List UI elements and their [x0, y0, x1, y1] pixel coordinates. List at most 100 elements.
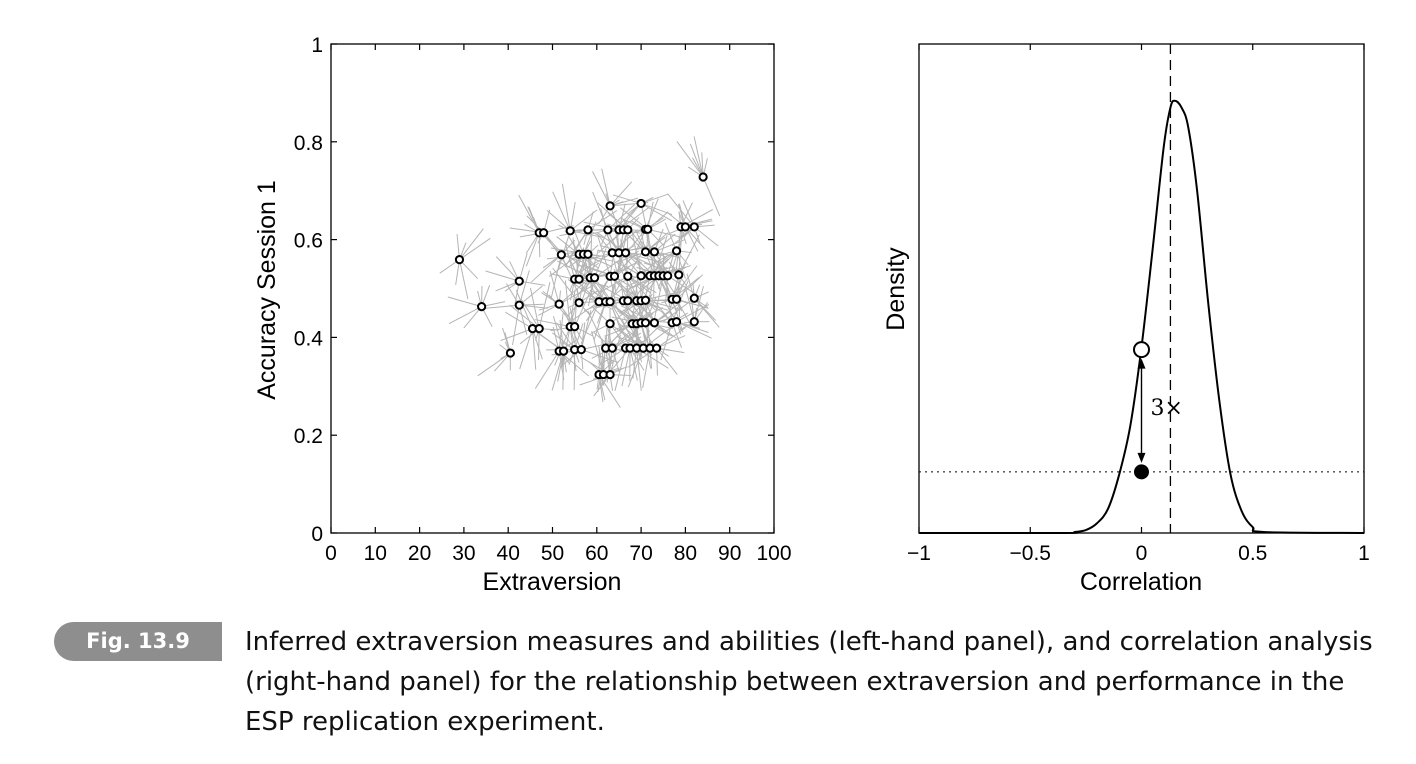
scatter-point	[609, 271, 620, 281]
posterior-sample-line	[612, 194, 642, 204]
posterior-sample-line	[693, 286, 704, 322]
posterior-sample-line	[656, 327, 686, 349]
posterior-sample-line	[645, 232, 669, 253]
posterior-sample-line	[608, 323, 611, 365]
scatter-point	[607, 343, 617, 353]
posterior-sample-line	[682, 200, 695, 228]
posterior-sample-line	[666, 287, 673, 323]
posterior-sample-line	[520, 298, 540, 329]
scatter-point	[605, 369, 615, 380]
scatter-plot-frame	[330, 43, 775, 534]
scatter-y-tick-label: 0.2	[294, 425, 323, 448]
posterior-sample-line	[518, 252, 528, 282]
posterior-sample-line	[664, 275, 669, 304]
posterior-sample-line	[546, 210, 571, 232]
posterior-sample-line	[569, 229, 589, 258]
posterior-sample-line	[623, 219, 646, 253]
posterior-sample-line	[660, 322, 673, 361]
scatter-point	[636, 271, 646, 281]
posterior-sample-line	[676, 321, 712, 339]
scatter-point	[603, 225, 613, 235]
scatter-point	[671, 294, 682, 304]
posterior-sample-line	[656, 347, 685, 354]
posterior-density-point	[1133, 341, 1150, 359]
scatter-y-tick-label: 0.4	[294, 327, 324, 350]
posterior-sample-line	[668, 274, 680, 314]
scatter-x-tick-label: 10	[364, 542, 387, 565]
posterior-sample-line	[618, 203, 642, 226]
scatter-point	[636, 198, 646, 209]
posterior-sample-line	[629, 348, 638, 381]
density-x-axis-title: Correlation	[1080, 568, 1202, 596]
posterior-sample-line	[640, 193, 669, 204]
scatter-point	[663, 271, 673, 281]
scatter-point	[589, 273, 600, 283]
posterior-sample-line	[561, 183, 571, 231]
posterior-sample-line	[566, 252, 580, 280]
scatter-point	[640, 247, 651, 257]
arrow-head-down	[1137, 452, 1146, 463]
posterior-sample-line	[693, 226, 719, 247]
figure-number-badge: Fig. 13.9	[54, 622, 222, 661]
scatter-y-tick-label: 1	[311, 34, 323, 57]
scatter-point	[576, 345, 586, 355]
scatter-point	[671, 317, 682, 327]
scatter-x-tick-label: 100	[756, 542, 791, 565]
posterior-sample-line	[548, 253, 580, 278]
posterior-sample-line	[495, 256, 520, 282]
posterior-sample-line	[627, 347, 644, 388]
density-x-tick-label: 0	[1136, 542, 1148, 565]
posterior-sample-line	[583, 221, 620, 231]
scatter-point	[454, 255, 465, 265]
scatter-point	[514, 276, 524, 286]
scatter-point	[680, 222, 691, 232]
posterior-sample-line	[667, 275, 701, 298]
density-x-tick-label: 0.5	[1238, 542, 1267, 565]
posterior-sample-line	[552, 191, 571, 232]
posterior-sample-line	[519, 304, 548, 309]
scatter-y-tick-label: 0.6	[294, 230, 323, 253]
scatter-y-tick-label: 0.8	[294, 132, 323, 155]
posterior-sample-line	[554, 326, 571, 366]
scatter-x-axis-title: Extraversion	[483, 568, 622, 596]
posterior-sample-line	[702, 176, 721, 217]
posterior-sample-line	[580, 301, 600, 344]
scatter-point	[649, 247, 659, 257]
figure-caption: Inferred extraversion measures and abili…	[245, 627, 1373, 737]
scatter-x-tick-label: 60	[585, 542, 608, 565]
posterior-sample-line	[569, 202, 576, 231]
posterior-sample-line	[592, 171, 611, 207]
posterior-sample-line	[556, 322, 576, 350]
scatter-point	[556, 250, 566, 260]
prior-density-point	[1134, 464, 1149, 480]
density-panel: −1 −0.5 0 0.5 1 3× Correlation Density	[882, 43, 1370, 596]
posterior-sample-line	[654, 300, 684, 324]
posterior-sample-line	[653, 235, 668, 276]
scatter-point	[574, 274, 584, 284]
posterior-sample-line	[477, 352, 511, 377]
scatter-point	[505, 348, 516, 358]
posterior-sample-line	[549, 270, 560, 305]
posterior-sample-line	[598, 374, 621, 408]
posterior-sample-line	[684, 287, 695, 322]
posterior-sample-line	[530, 254, 562, 283]
posterior-sample-line	[656, 347, 678, 375]
posterior-sample-line	[592, 191, 609, 231]
posterior-sample-line	[558, 284, 594, 305]
scatter-point	[554, 299, 564, 309]
posterior-sample-line	[534, 319, 571, 328]
posterior-sample-line	[552, 332, 575, 351]
posterior-sample-line	[615, 261, 642, 277]
posterior-sample-line	[574, 289, 592, 327]
scatter-x-tick-label: 0	[325, 542, 337, 565]
scatter-point	[605, 201, 615, 211]
posterior-sample-line	[689, 143, 704, 178]
posterior-sample-line	[532, 328, 543, 360]
scatter-x-tick-label: 40	[497, 542, 520, 565]
posterior-sample-line	[636, 348, 642, 391]
posterior-sample-line	[515, 289, 534, 329]
posterior-sample-line	[463, 306, 483, 329]
posterior-sample-line	[693, 297, 716, 321]
posterior-sample-line	[647, 201, 654, 230]
